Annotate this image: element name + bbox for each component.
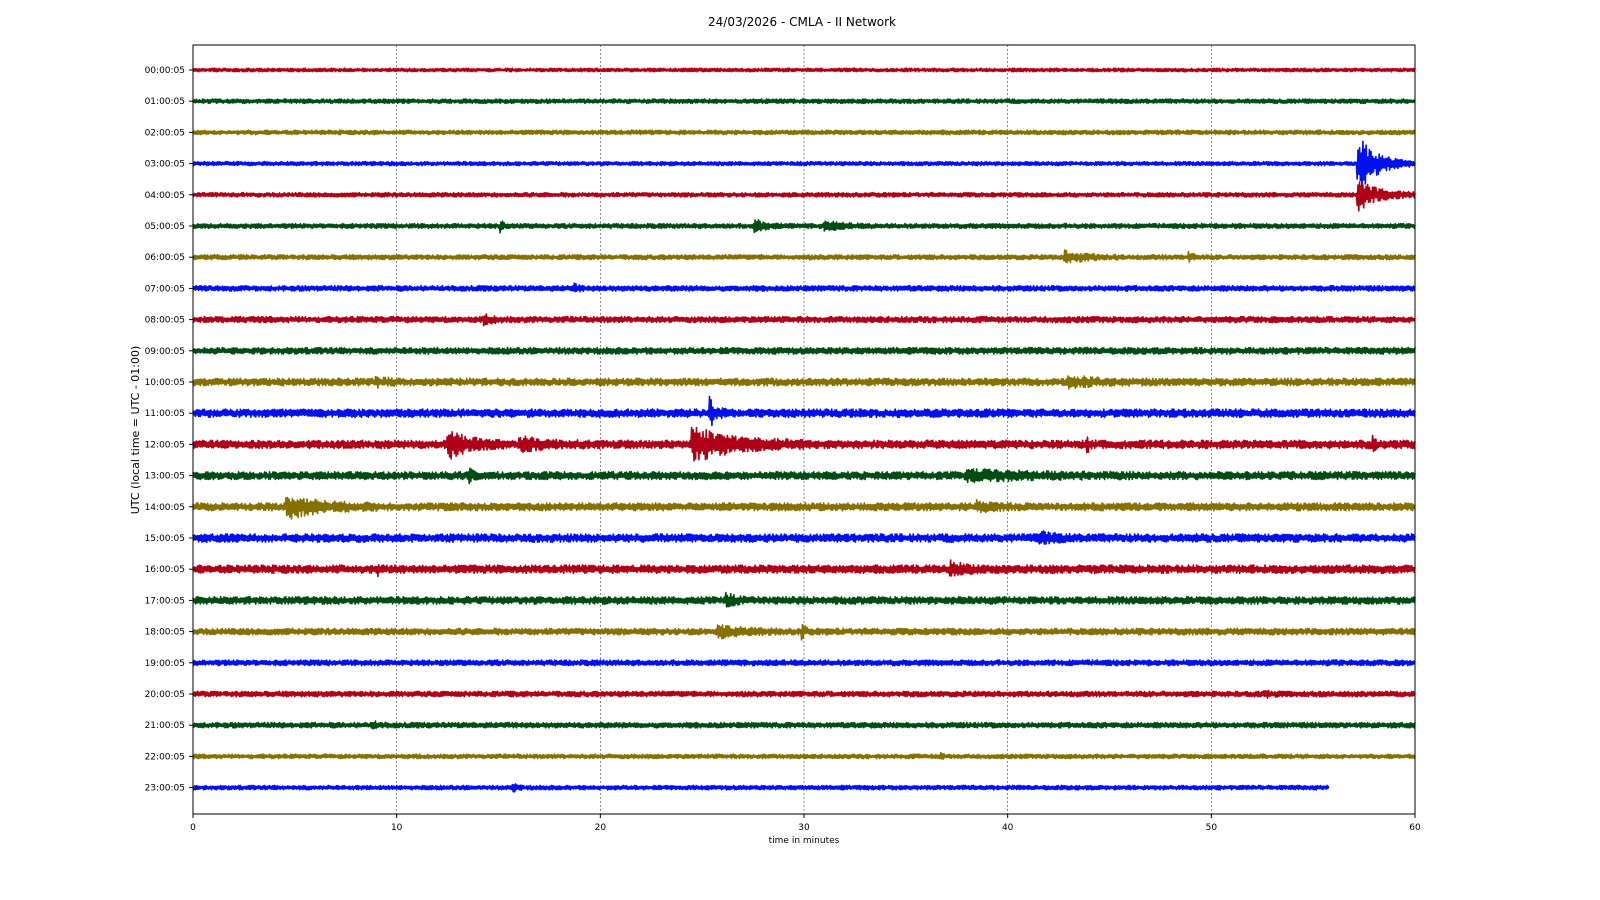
x-tick-label-4: 40 xyxy=(1002,823,1014,833)
y-tick-label-20: 20:00:05 xyxy=(145,690,185,700)
y-tick-label-23: 23:00:05 xyxy=(145,784,185,794)
y-tick-label-12: 12:00:05 xyxy=(145,440,185,450)
y-tick-label-10: 10:00:05 xyxy=(145,378,185,388)
trace-05-00-05 xyxy=(192,219,1416,234)
x-tick-labels: 0 10 20 30 40 50 60 xyxy=(190,814,1421,833)
trace-01-00-05 xyxy=(192,98,1416,105)
trace-12-00-05 xyxy=(192,426,1416,462)
y-tick-label-9: 09:00:05 xyxy=(145,347,185,357)
trace-13-00-05 xyxy=(192,467,1416,485)
trace-22-00-05 xyxy=(192,751,1416,760)
y-tick-label-19: 19:00:05 xyxy=(145,659,185,669)
y-tick-label-6: 06:00:05 xyxy=(145,253,185,263)
trace-11-00-05 xyxy=(192,395,1416,427)
y-tick-label-16: 16:00:05 xyxy=(145,565,185,575)
trace-17-00-05 xyxy=(192,591,1416,608)
y-tick-label-4: 04:00:05 xyxy=(145,191,185,201)
y-tick-label-14: 14:00:05 xyxy=(145,503,185,513)
y-axis-label: UTC (local time = UTC - 01:00) xyxy=(129,346,142,515)
trace-08-00-05 xyxy=(192,313,1416,327)
trace-18-00-05 xyxy=(192,623,1416,641)
trace-07-00-05 xyxy=(192,282,1416,293)
trace-23-00-05 xyxy=(192,783,1330,793)
y-tick-label-5: 05:00:05 xyxy=(145,222,185,232)
y-tick-label-8: 08:00:05 xyxy=(145,316,185,326)
trace-00-00-05 xyxy=(192,67,1416,73)
x-gridlines xyxy=(396,45,1212,814)
trace-03-00-05 xyxy=(192,140,1416,189)
trace-09-00-05 xyxy=(192,346,1416,355)
x-axis-label: time in minutes xyxy=(769,836,840,846)
y-tick-label-1: 01:00:05 xyxy=(145,97,185,107)
trace-04-00-05 xyxy=(192,181,1416,212)
y-tick-label-11: 11:00:05 xyxy=(145,409,185,419)
trace-20-00-05 xyxy=(192,689,1416,699)
x-tick-label-2: 20 xyxy=(595,823,607,833)
chart-title: 24/03/2026 - CMLA - II Network xyxy=(708,15,896,29)
trace-02-00-05 xyxy=(192,129,1416,136)
trace-10-00-05 xyxy=(192,375,1416,390)
y-tick-label-3: 03:00:05 xyxy=(145,160,185,170)
y-tick-label-22: 22:00:05 xyxy=(145,752,185,762)
x-tick-label-6: 60 xyxy=(1409,823,1421,833)
y-tick-label-15: 15:00:05 xyxy=(145,534,185,544)
y-tick-label-18: 18:00:05 xyxy=(145,628,185,638)
y-tick-label-0: 00:00:05 xyxy=(145,66,185,76)
trace-19-00-05 xyxy=(192,659,1416,667)
trace-21-00-05 xyxy=(192,720,1416,730)
y-tick-label-21: 21:00:05 xyxy=(145,721,185,731)
y-tick-labels: 00:00:05 01:00:05 02:00:05 03:00:05 04:00:05… xyxy=(145,66,193,794)
y-tick-label-2: 02:00:05 xyxy=(145,128,185,138)
seismic-traces xyxy=(192,67,1416,793)
trace-16-00-05 xyxy=(192,559,1416,578)
x-tick-label-5: 50 xyxy=(1206,823,1218,833)
x-tick-label-1: 10 xyxy=(391,823,403,833)
y-tick-label-17: 17:00:05 xyxy=(145,596,185,606)
x-tick-label-0: 0 xyxy=(190,823,196,833)
trace-15-00-05 xyxy=(192,530,1416,545)
trace-06-00-05 xyxy=(192,249,1416,264)
trace-14-00-05 xyxy=(192,496,1416,520)
y-tick-label-7: 07:00:05 xyxy=(145,284,185,294)
x-tick-label-3: 30 xyxy=(798,823,810,833)
y-tick-label-13: 13:00:05 xyxy=(145,472,185,482)
